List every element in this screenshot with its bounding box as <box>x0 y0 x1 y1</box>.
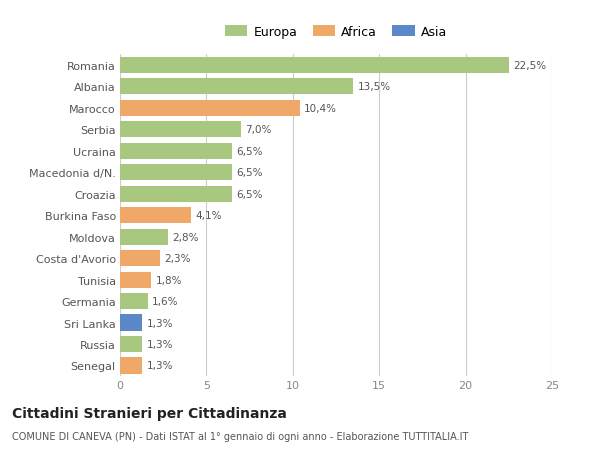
Text: 13,5%: 13,5% <box>358 82 391 92</box>
Bar <box>120 165 232 181</box>
Bar <box>120 186 232 202</box>
Bar <box>120 358 142 374</box>
Text: 6,5%: 6,5% <box>236 189 263 199</box>
Text: 4,1%: 4,1% <box>195 211 221 221</box>
Bar <box>120 293 148 309</box>
Bar <box>120 207 191 224</box>
Bar <box>120 122 241 138</box>
Text: Cittadini Stranieri per Cittadinanza: Cittadini Stranieri per Cittadinanza <box>12 406 287 420</box>
Bar <box>120 144 232 160</box>
Text: COMUNE DI CANEVA (PN) - Dati ISTAT al 1° gennaio di ogni anno - Elaborazione TUT: COMUNE DI CANEVA (PN) - Dati ISTAT al 1°… <box>12 431 469 442</box>
Text: 6,5%: 6,5% <box>236 146 263 157</box>
Bar <box>120 315 142 331</box>
Text: 22,5%: 22,5% <box>513 61 546 71</box>
Text: 6,5%: 6,5% <box>236 168 263 178</box>
Text: 2,8%: 2,8% <box>173 232 199 242</box>
Legend: Europa, Africa, Asia: Europa, Africa, Asia <box>221 22 451 42</box>
Text: 2,3%: 2,3% <box>164 253 191 263</box>
Bar <box>120 272 151 288</box>
Text: 1,3%: 1,3% <box>147 339 173 349</box>
Text: 1,3%: 1,3% <box>147 361 173 371</box>
Bar <box>120 58 509 74</box>
Text: 7,0%: 7,0% <box>245 125 272 135</box>
Text: 1,6%: 1,6% <box>152 297 178 307</box>
Bar <box>120 229 169 245</box>
Bar <box>120 79 353 95</box>
Bar <box>120 101 300 117</box>
Text: 10,4%: 10,4% <box>304 104 337 114</box>
Text: 1,3%: 1,3% <box>147 318 173 328</box>
Text: 1,8%: 1,8% <box>155 275 182 285</box>
Bar <box>120 251 160 267</box>
Bar <box>120 336 142 353</box>
